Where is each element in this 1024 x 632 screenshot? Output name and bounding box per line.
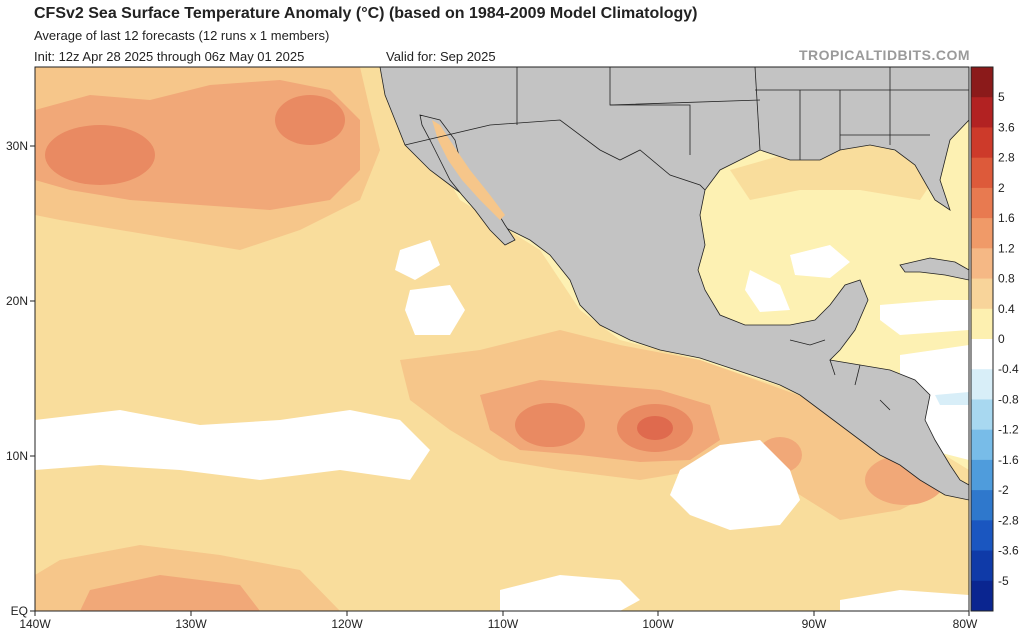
y-tick-label: 20N — [6, 294, 28, 308]
colorbar-swatch — [971, 369, 993, 400]
colorbar-swatch — [971, 127, 993, 159]
plot-frame — [34, 66, 970, 612]
anomaly-08-gulf-edge — [730, 145, 940, 200]
anomaly-0-isle2 — [405, 285, 465, 335]
colorbar-label: 2 — [998, 181, 1005, 195]
colorbar-swatch — [971, 67, 993, 98]
colorbar-label: 0.8 — [998, 272, 1015, 286]
chart-subtitle: Average of last 12 forecasts (12 runs x … — [34, 28, 330, 43]
x-tick-label: 110W — [488, 617, 519, 631]
colorbar-swatch — [971, 339, 993, 370]
anomaly-0-east-pacific — [35, 410, 430, 480]
colorbar-label: -2.8 — [998, 513, 1019, 527]
anomaly-0-south-pacific2 — [840, 590, 969, 611]
colorbar-frame — [970, 66, 994, 612]
colorbar-label: -5 — [998, 574, 1009, 588]
x-tick-label: 80W — [953, 617, 978, 631]
anomaly-28-central2 — [637, 416, 673, 440]
north-america-landmass — [379, 67, 969, 501]
init-time: Init: 12z Apr 28 2025 through 06z May 01… — [34, 49, 305, 64]
y-tick-label: 10N — [6, 449, 28, 463]
x-tick-label: 120W — [331, 617, 363, 631]
y-tick-label: EQ — [11, 604, 28, 618]
anomaly-0-isle1 — [395, 240, 440, 280]
colorbar-label: 1.2 — [998, 241, 1015, 255]
colorbar-label: -2 — [998, 483, 1009, 497]
y-tick-label: 30N — [6, 139, 28, 153]
colorbar-swatch — [971, 97, 993, 128]
map-plot-area — [35, 67, 969, 611]
us-mexico-border — [404, 119, 706, 191]
colorbar-label: 5 — [998, 90, 1005, 104]
brand-watermark: TROPICALTIDBITS.COM — [798, 47, 970, 63]
colorbar-swatch — [971, 308, 993, 340]
colorbar-label: -3.6 — [998, 544, 1019, 558]
colorbar-swatch — [971, 248, 993, 280]
colorbar-swatch — [971, 580, 993, 612]
colorbar-swatch — [971, 187, 993, 219]
colorbar-swatch — [971, 218, 993, 249]
anomaly-20-north — [45, 125, 155, 185]
colorbar-label: -1.2 — [998, 423, 1019, 437]
anomaly-0-galapagos — [670, 440, 800, 530]
gulf-of-california — [432, 120, 505, 220]
cuba — [899, 257, 969, 281]
anomaly-20-central1 — [515, 403, 585, 447]
colorbar-swatch — [971, 157, 993, 189]
colorbar-label: 0 — [998, 332, 1005, 346]
colorbar-swatch — [971, 278, 993, 310]
colorbar-labels: 5 3.6 2.8 2 1.6 1.2 0.8 0.4 0 -0.4 -0.8 -1.2 -1.6 -2 -… — [998, 90, 1019, 588]
colorbar-swatch — [971, 429, 993, 461]
colorbar-label: 1.6 — [998, 211, 1015, 225]
anomaly-16-region-south — [80, 575, 260, 611]
anomaly-20-north2 — [275, 95, 345, 145]
colorbar-swatch — [971, 459, 993, 491]
chart-title: CFSv2 Sea Surface Temperature Anomaly (°… — [34, 5, 698, 22]
central-america-borders — [789, 339, 891, 411]
state-border-3 — [754, 67, 761, 151]
anomaly-0-caribbean — [880, 300, 969, 335]
colorbar-label: -0.8 — [998, 392, 1019, 406]
borders — [404, 67, 969, 411]
colorbar — [970, 66, 994, 612]
colorbar-label: 3.6 — [998, 120, 1015, 134]
state-border-4 — [799, 67, 891, 160]
x-tick-label: 90W — [802, 617, 827, 631]
colorbar-label: -1.6 — [998, 453, 1019, 467]
colorbar-swatch — [971, 490, 993, 521]
y-tick-labels: EQ 10N 20N 30N — [6, 139, 28, 618]
anomaly-0-gulf-a — [790, 245, 850, 278]
anomaly-neg-caribbean — [935, 392, 969, 405]
state-border-5 — [609, 89, 969, 106]
colorbar-swatch — [971, 550, 993, 582]
anomaly-0-gulf-b — [745, 270, 790, 312]
state-border-2 — [609, 67, 691, 155]
anomaly-0-south-pacific — [500, 575, 640, 611]
x-axis — [34, 611, 970, 616]
x-tick-label: 140W — [19, 617, 51, 631]
colorbar-swatch — [971, 520, 993, 552]
colorbar-swatch — [971, 399, 993, 431]
x-tick-label: 100W — [642, 617, 674, 631]
y-axis — [30, 145, 35, 612]
x-tick-label: 130W — [175, 617, 207, 631]
colorbar-label: -0.4 — [998, 362, 1019, 376]
valid-time: Valid for: Sep 2025 — [386, 49, 496, 64]
colorbar-label: 0.4 — [998, 302, 1015, 316]
x-tick-labels: 140W 130W 120W 110W 100W 90W 80W — [19, 617, 978, 631]
colorbar-label: 2.8 — [998, 151, 1015, 165]
